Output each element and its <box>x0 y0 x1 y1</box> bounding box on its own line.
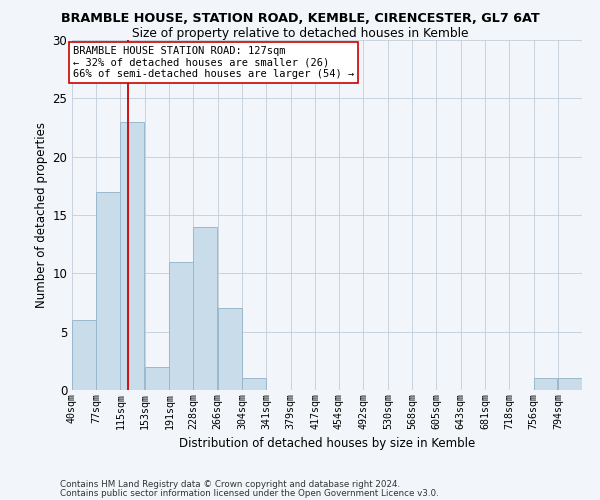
Text: BRAMBLE HOUSE, STATION ROAD, KEMBLE, CIRENCESTER, GL7 6AT: BRAMBLE HOUSE, STATION ROAD, KEMBLE, CIR… <box>61 12 539 26</box>
Bar <box>558 378 582 390</box>
X-axis label: Distribution of detached houses by size in Kemble: Distribution of detached houses by size … <box>179 437 475 450</box>
Y-axis label: Number of detached properties: Number of detached properties <box>35 122 48 308</box>
Bar <box>218 308 242 390</box>
Bar <box>169 262 193 390</box>
Text: BRAMBLE HOUSE STATION ROAD: 127sqm
← 32% of detached houses are smaller (26)
66%: BRAMBLE HOUSE STATION ROAD: 127sqm ← 32%… <box>73 46 354 79</box>
Bar <box>242 378 266 390</box>
Bar <box>96 192 120 390</box>
Text: Contains public sector information licensed under the Open Government Licence v3: Contains public sector information licen… <box>60 489 439 498</box>
Bar <box>121 122 144 390</box>
Bar <box>145 366 169 390</box>
Bar <box>72 320 96 390</box>
Text: Contains HM Land Registry data © Crown copyright and database right 2024.: Contains HM Land Registry data © Crown c… <box>60 480 400 489</box>
Text: Size of property relative to detached houses in Kemble: Size of property relative to detached ho… <box>132 27 468 40</box>
Bar <box>193 226 217 390</box>
Bar <box>533 378 557 390</box>
